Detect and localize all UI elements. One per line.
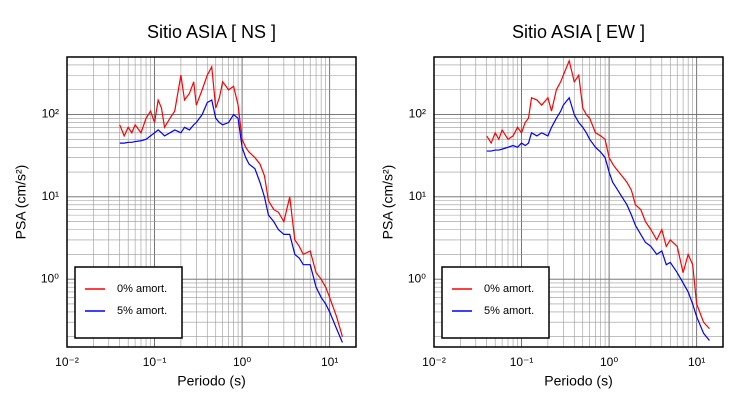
series-line bbox=[119, 64, 344, 337]
x-tick-label: 10¹ bbox=[688, 355, 705, 369]
y-tick-label: 10⁰ bbox=[41, 271, 59, 285]
x-axis-label: Periodo (s) bbox=[544, 373, 612, 389]
legend-label: 5% amort. bbox=[484, 305, 534, 317]
y-axis-label: PSA (cm/s²) bbox=[13, 165, 29, 240]
legend-label: 0% amort. bbox=[117, 283, 167, 295]
legend: 0% amort. 5% amort. bbox=[74, 266, 183, 339]
plot-frame bbox=[433, 56, 724, 348]
legend-label: 5% amort. bbox=[117, 305, 167, 317]
x-tick-label: 10⁻¹ bbox=[143, 355, 167, 369]
x-tick-label: 10¹ bbox=[321, 355, 338, 369]
chart-title: Sitio ASIA [ NS ] bbox=[147, 22, 276, 42]
x-axis-label: Periodo (s) bbox=[177, 373, 245, 389]
plot-frame bbox=[66, 56, 357, 348]
y-tick-label: 10¹ bbox=[42, 189, 59, 203]
y-tick-label: 10² bbox=[42, 107, 59, 121]
legend-label: 0% amort. bbox=[484, 283, 534, 295]
legend-box bbox=[441, 266, 550, 339]
series-line bbox=[486, 96, 710, 341]
series-line bbox=[486, 58, 710, 330]
chart-panel: Sitio ASIA [ EW ] Periodo (s) PSA (cm/s²) 1… bbox=[380, 22, 724, 389]
legend: 0% amort. 5% amort. bbox=[441, 266, 550, 339]
y-tick-label: 10¹ bbox=[409, 189, 426, 203]
y-tick-label: 10² bbox=[409, 107, 426, 121]
x-tick-label: 10⁰ bbox=[233, 355, 251, 369]
x-tick-label: 10⁻² bbox=[422, 355, 446, 369]
y-axis-label: PSA (cm/s²) bbox=[380, 165, 396, 240]
x-tick-label: 10⁻² bbox=[55, 355, 79, 369]
legend-box bbox=[74, 266, 183, 339]
chart-panel: Sitio ASIA [ NS ] Periodo (s) PSA (cm/s²) 1… bbox=[13, 22, 357, 389]
chart-title: Sitio ASIA [ EW ] bbox=[512, 22, 645, 42]
series-line bbox=[119, 99, 343, 343]
y-tick-label: 10⁰ bbox=[408, 271, 426, 285]
x-tick-label: 10⁰ bbox=[600, 355, 618, 369]
x-tick-label: 10⁻¹ bbox=[510, 355, 534, 369]
